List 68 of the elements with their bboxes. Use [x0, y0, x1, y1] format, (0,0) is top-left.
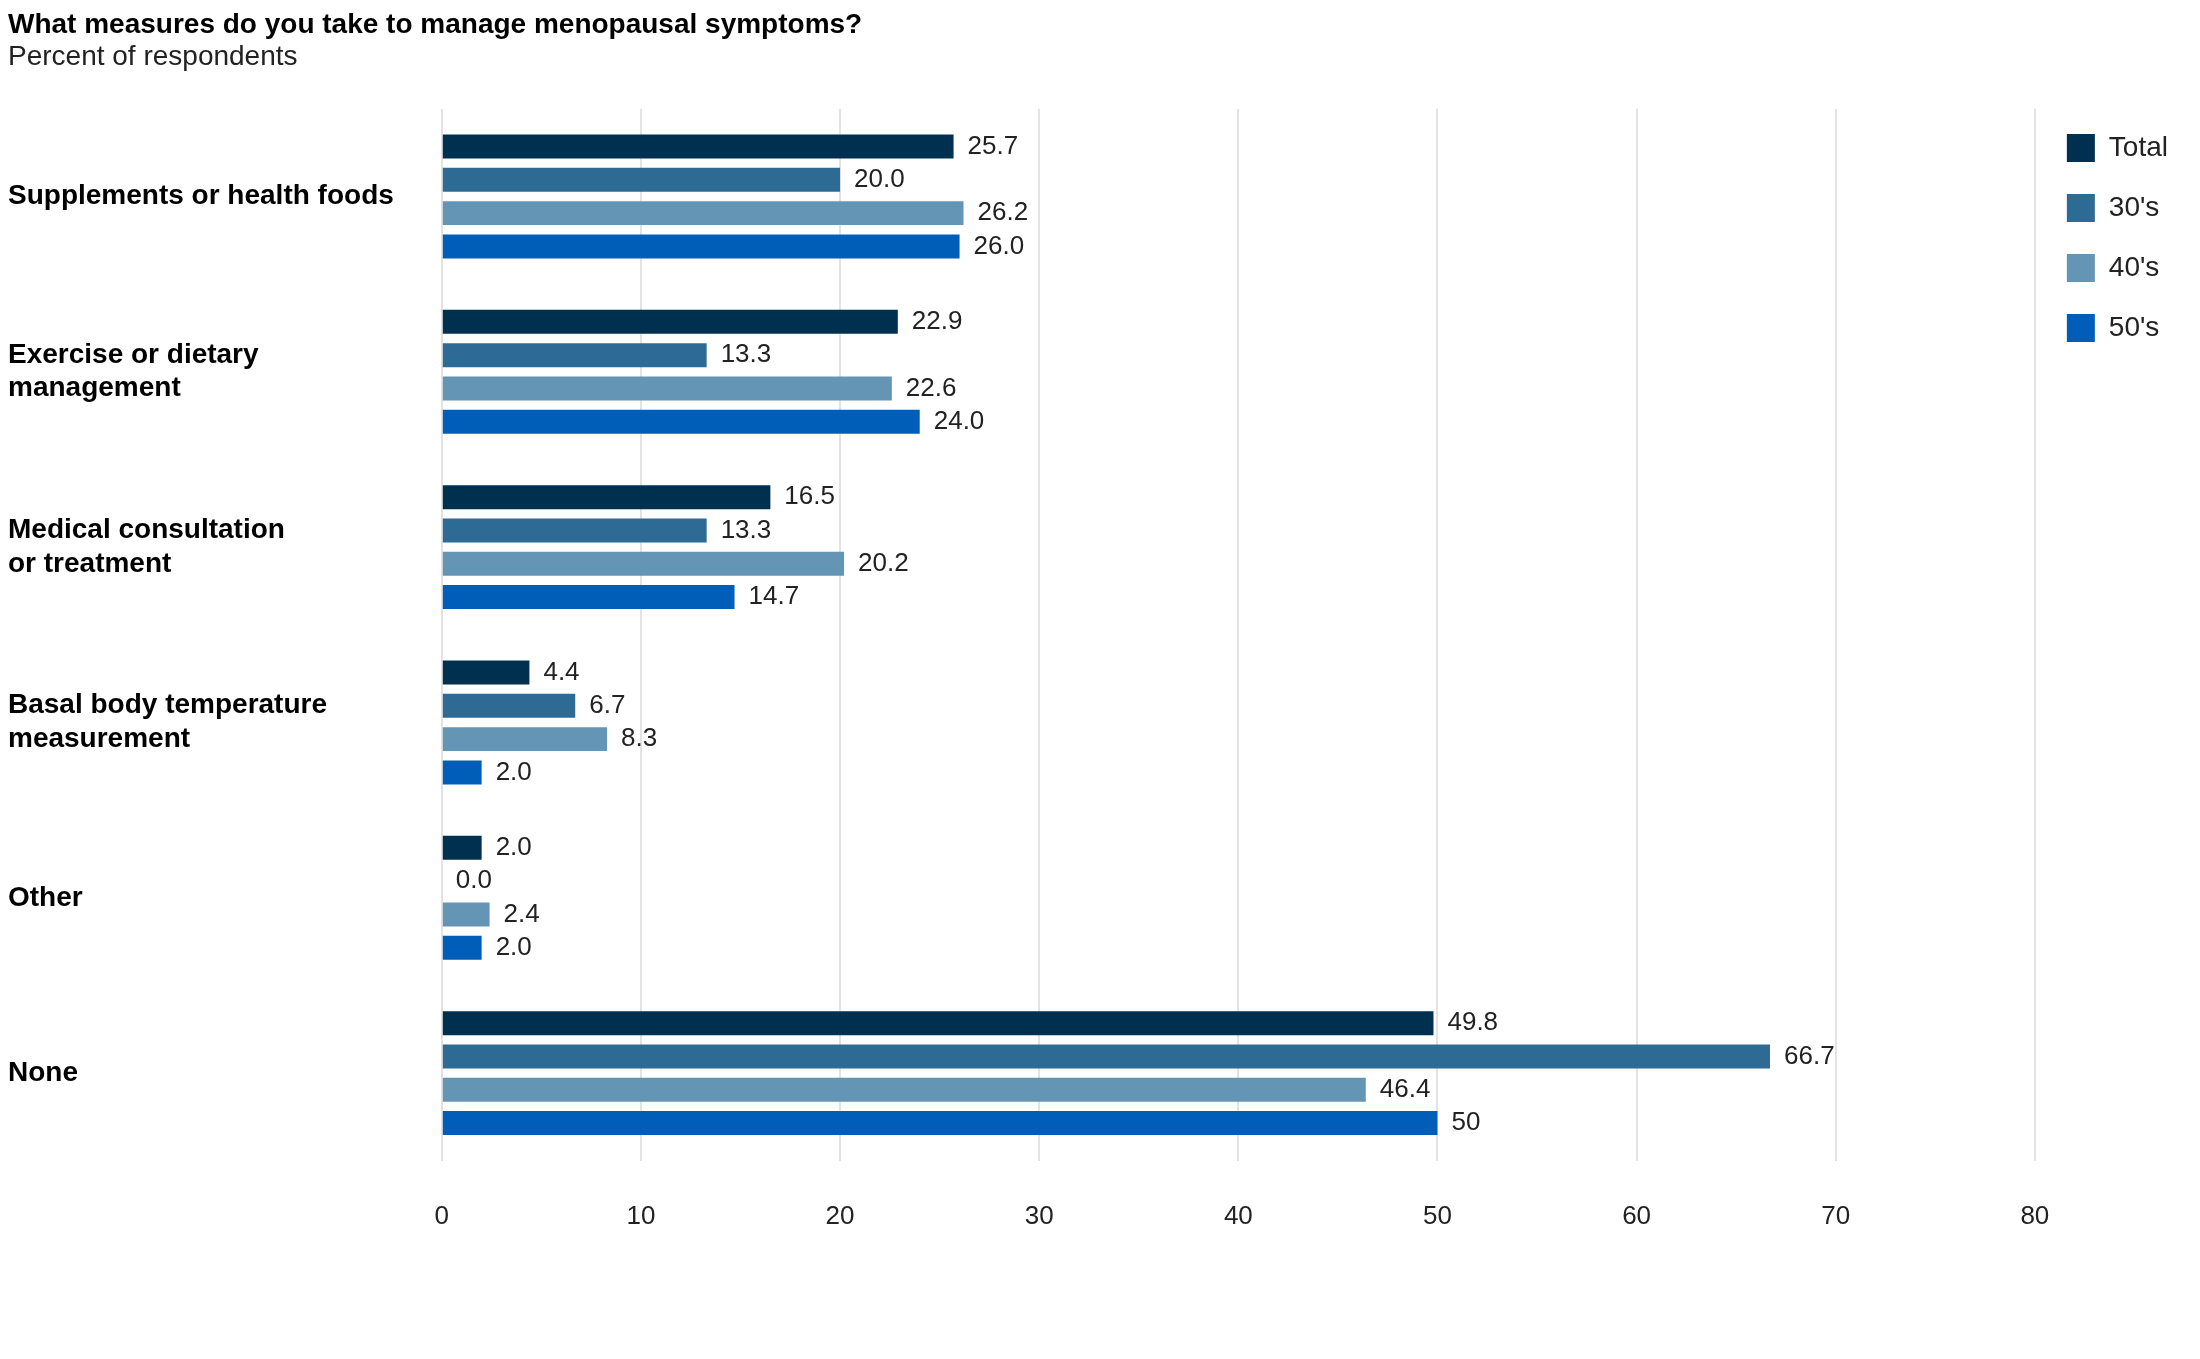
data-label: 25.7: [967, 129, 1019, 160]
data-label: 50: [1451, 1106, 1481, 1137]
bar: [442, 343, 707, 368]
data-label: 14.7: [748, 580, 800, 611]
data-label: 13.3: [720, 338, 772, 369]
bar: [442, 1044, 1771, 1069]
bar: [442, 660, 530, 685]
bar: [442, 309, 898, 334]
legend-label: Total: [2108, 130, 2169, 162]
bar: [442, 167, 841, 192]
bar: [442, 1077, 1366, 1102]
bar: [442, 518, 707, 543]
data-label: 46.4: [1379, 1072, 1431, 1103]
data-label: 22.9: [911, 305, 963, 335]
text: Percent of respondents: [8, 40, 299, 72]
x-tick-label: 10: [626, 1199, 656, 1230]
bar: [442, 551, 845, 576]
data-label: 8.3: [621, 722, 658, 753]
bar: [442, 693, 576, 718]
data-label: 49.8: [1447, 1006, 1499, 1037]
data-label: 2.0: [495, 755, 532, 786]
y-tick-label: Supplements or health foods: [8, 179, 394, 211]
y-tick-label: Exercise or dietary management: [8, 337, 260, 403]
bar: [442, 409, 920, 434]
data-label: 4.4: [543, 655, 580, 686]
bar: [442, 935, 482, 960]
y-tick-label: None: [8, 1055, 78, 1087]
data-label: 24.0: [933, 404, 985, 435]
y-tick-label: Basal body temperature measurement: [8, 688, 327, 753]
data-label: 26.0: [973, 229, 1025, 260]
x-tick-label: 0: [434, 1199, 450, 1230]
bar: [442, 376, 892, 401]
data-label: 6.7: [589, 688, 626, 719]
bar: [442, 835, 482, 860]
data-label: 66.7: [1784, 1039, 1835, 1070]
x-tick-label: 40: [1223, 1199, 1253, 1230]
bar: [442, 902, 490, 927]
bar: [442, 760, 482, 785]
data-label: 22.6: [905, 371, 957, 402]
data-label: 2.0: [495, 831, 532, 861]
bar: [442, 727, 608, 752]
legend-label: 50's: [2108, 310, 2160, 342]
x-tick-label: 70: [1821, 1199, 1851, 1230]
legend-label: 40's: [2108, 250, 2160, 282]
data-label: 0.0: [455, 864, 492, 895]
bar: [442, 201, 964, 226]
chart-title: What measures do you take to manage menopausal symptoms?: [8, 8, 864, 40]
data-label: 2.0: [495, 930, 532, 961]
data-label: 20.2: [858, 546, 909, 577]
x-tick-label: 80: [2020, 1199, 2050, 1230]
bar: [442, 1111, 1438, 1136]
x-tick-label: 50: [1423, 1199, 1452, 1230]
bar: [442, 234, 960, 259]
data-label: 13.3: [720, 513, 772, 544]
y-tick-label: Medical consultation or treatment: [8, 513, 285, 578]
x-tick-label: 30: [1024, 1199, 1054, 1230]
bar: [442, 585, 735, 610]
y-tick-label: Other: [8, 880, 83, 912]
data-label: 16.5: [784, 480, 835, 511]
data-label: 20.0: [854, 162, 905, 193]
data-label: 26.2: [977, 196, 1029, 227]
bar: [442, 134, 954, 159]
x-tick-label: 20: [825, 1199, 855, 1230]
legend-label: 30's: [2108, 190, 2160, 222]
bar: [442, 1011, 1434, 1036]
bar: [442, 485, 771, 510]
data-label: 2.4: [503, 897, 540, 928]
x-tick-label: 60: [1622, 1199, 1652, 1230]
